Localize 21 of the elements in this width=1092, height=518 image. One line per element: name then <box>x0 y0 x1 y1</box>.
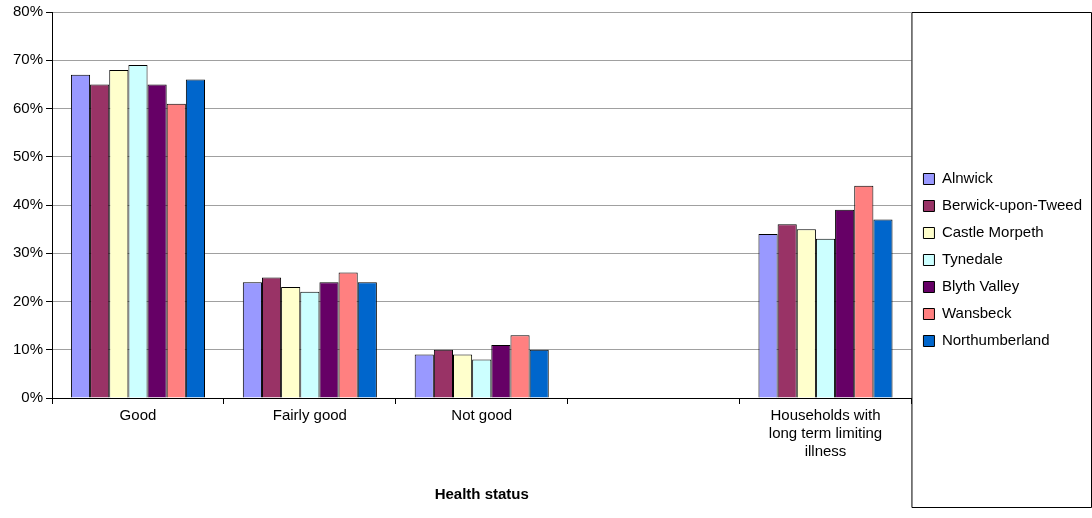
x-tick-label: Households with long term limiting illness <box>768 406 883 460</box>
legend-label: Northumberland <box>941 331 1050 349</box>
y-tick-label: 20% <box>12 291 44 309</box>
legend-label: Tynedale <box>941 250 1003 268</box>
x-tick-label: Good <box>119 406 157 424</box>
legend-label: Alnwick <box>941 169 994 187</box>
legend-label: Wansbeck <box>941 304 1012 322</box>
y-tick-label: 50% <box>12 146 44 164</box>
x-tick-label: Fairly good <box>272 406 347 424</box>
y-tick-label: 10% <box>12 339 44 357</box>
y-tick-label: 40% <box>12 195 44 213</box>
x-tick-label: Not good <box>451 406 513 424</box>
y-tick-label: 70% <box>12 50 44 68</box>
y-tick-label: 0% <box>21 388 44 406</box>
legend-label: Blyth Valley <box>941 277 1020 295</box>
y-tick-label: 60% <box>12 98 44 116</box>
legend-label: Castle Morpeth <box>941 223 1044 241</box>
x-axis-title: Health status <box>434 485 529 503</box>
y-tick-label: 80% <box>12 2 44 20</box>
y-tick-label: 30% <box>12 243 44 261</box>
legend-label: Berwick-upon-Tweed <box>941 196 1082 214</box>
